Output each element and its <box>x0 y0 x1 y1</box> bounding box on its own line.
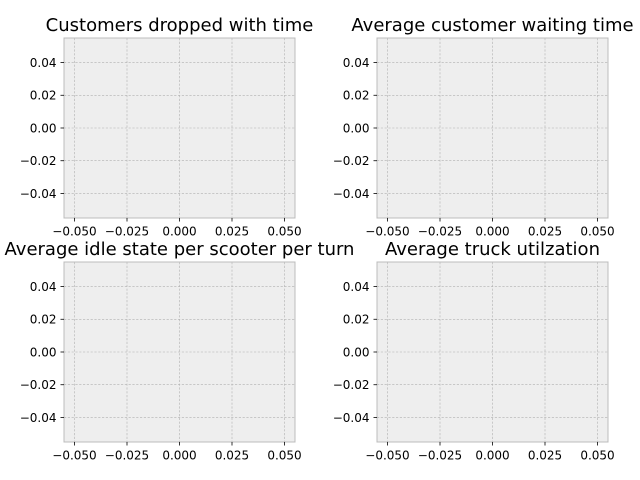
y-tick-label: 0.00 <box>343 121 370 135</box>
y-tick-label: 0.00 <box>30 121 57 135</box>
y-tick-label: −0.04 <box>20 411 57 425</box>
y-tick-label: 0.02 <box>343 89 370 103</box>
chart-title: Average idle state per scooter per turn <box>5 239 355 260</box>
x-tick-label: 0.000 <box>475 449 509 463</box>
y-tick-label: 0.04 <box>343 56 370 70</box>
x-tick-label: 0.025 <box>215 225 249 239</box>
x-tick-label: 0.025 <box>528 449 562 463</box>
y-tick-label: 0.02 <box>30 313 57 327</box>
x-tick-label: 0.050 <box>267 225 301 239</box>
y-tick-label: −0.04 <box>20 187 57 201</box>
x-tick-label: −0.050 <box>365 449 409 463</box>
y-tick-label: 0.02 <box>343 313 370 327</box>
x-tick-label: 0.050 <box>267 449 301 463</box>
y-tick-label: 0.00 <box>30 345 57 359</box>
subplot-1: −0.050 −0.025 0.000 0.025 0.050 −0.04 −0.02 0.0… <box>20 15 314 239</box>
x-tick-label: 0.000 <box>475 225 509 239</box>
x-tick-label: 0.000 <box>162 449 196 463</box>
chart-title: Average truck utilzation <box>385 239 600 260</box>
y-tick-label: −0.02 <box>20 154 57 168</box>
x-tick-label: 0.025 <box>528 225 562 239</box>
y-tick-label: 0.04 <box>343 280 370 294</box>
subplot-3: −0.050 −0.025 0.000 0.025 0.050 −0.04 −0.02 0.0… <box>5 239 355 463</box>
x-tick-label: −0.025 <box>418 225 462 239</box>
x-tick-label: 0.025 <box>215 449 249 463</box>
chart-title: Average customer waiting time <box>351 15 633 36</box>
x-tick-label: −0.025 <box>418 449 462 463</box>
y-tick-label: −0.04 <box>333 411 370 425</box>
x-tick-label: −0.025 <box>105 225 149 239</box>
x-tick-label: −0.050 <box>52 225 96 239</box>
x-tick-label: 0.000 <box>162 225 196 239</box>
y-tick-label: −0.02 <box>333 154 370 168</box>
x-tick-label: −0.050 <box>52 449 96 463</box>
y-tick-label: 0.04 <box>30 280 57 294</box>
x-tick-label: 0.050 <box>580 225 614 239</box>
y-tick-label: −0.02 <box>20 378 57 392</box>
x-tick-label: −0.025 <box>105 449 149 463</box>
y-tick-label: 0.02 <box>30 89 57 103</box>
y-tick-label: 0.04 <box>30 56 57 70</box>
subplot-4: −0.050 −0.025 0.000 0.025 0.050 −0.04 −0.02 0.0… <box>333 239 615 463</box>
subplot-2: −0.050 −0.025 0.000 0.025 0.050 −0.04 −0.02 0.0… <box>333 15 634 239</box>
y-tick-label: −0.02 <box>333 378 370 392</box>
x-tick-label: 0.050 <box>580 449 614 463</box>
y-tick-label: 0.00 <box>343 345 370 359</box>
y-tick-label: −0.04 <box>333 187 370 201</box>
chart-title: Customers dropped with time <box>46 15 314 36</box>
x-tick-label: −0.050 <box>365 225 409 239</box>
